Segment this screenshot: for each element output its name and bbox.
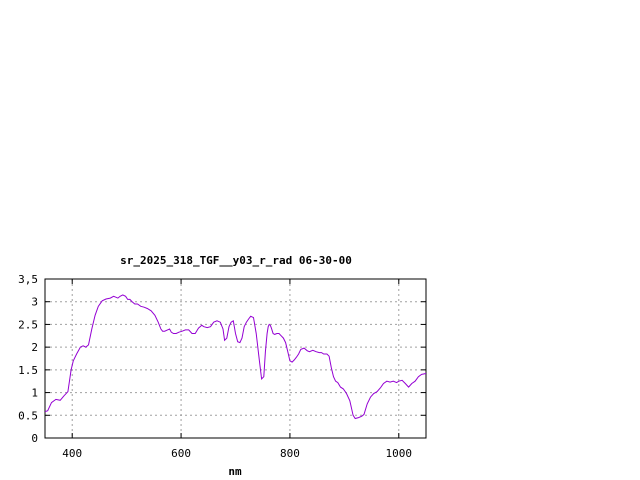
spectrum-series-line: [44, 294, 427, 420]
plot-frame: [44, 278, 427, 439]
x-tick-label: 600: [171, 447, 191, 460]
x-tick-label: 800: [280, 447, 300, 460]
y-tick-label: 2.5: [18, 318, 38, 331]
axis-ticks: [45, 278, 426, 439]
y-tick-label: 0.5: [18, 409, 38, 422]
y-tick-label: 1: [31, 387, 38, 400]
x-tick-label: 400: [62, 447, 82, 460]
chart-title: sr_2025_318_TGF__y03_r_rad 06-30-00: [120, 254, 352, 267]
y-tick-label: 3: [31, 296, 38, 309]
y-tick-label: 0: [31, 432, 38, 445]
y-tick-label: 2: [31, 341, 38, 354]
x-tick-label: 1000: [386, 447, 413, 460]
x-axis-tick-labels: 400 600 800 1000: [62, 447, 412, 460]
y-tick-label: 3,5: [18, 273, 38, 286]
grid-lines: [45, 279, 426, 438]
y-tick-label: 1.5: [18, 364, 38, 377]
x-axis-label: nm: [228, 465, 242, 478]
y-axis-tick-labels: 0 0.5 1 1.5 2 2.5 3 3,5: [18, 273, 38, 445]
